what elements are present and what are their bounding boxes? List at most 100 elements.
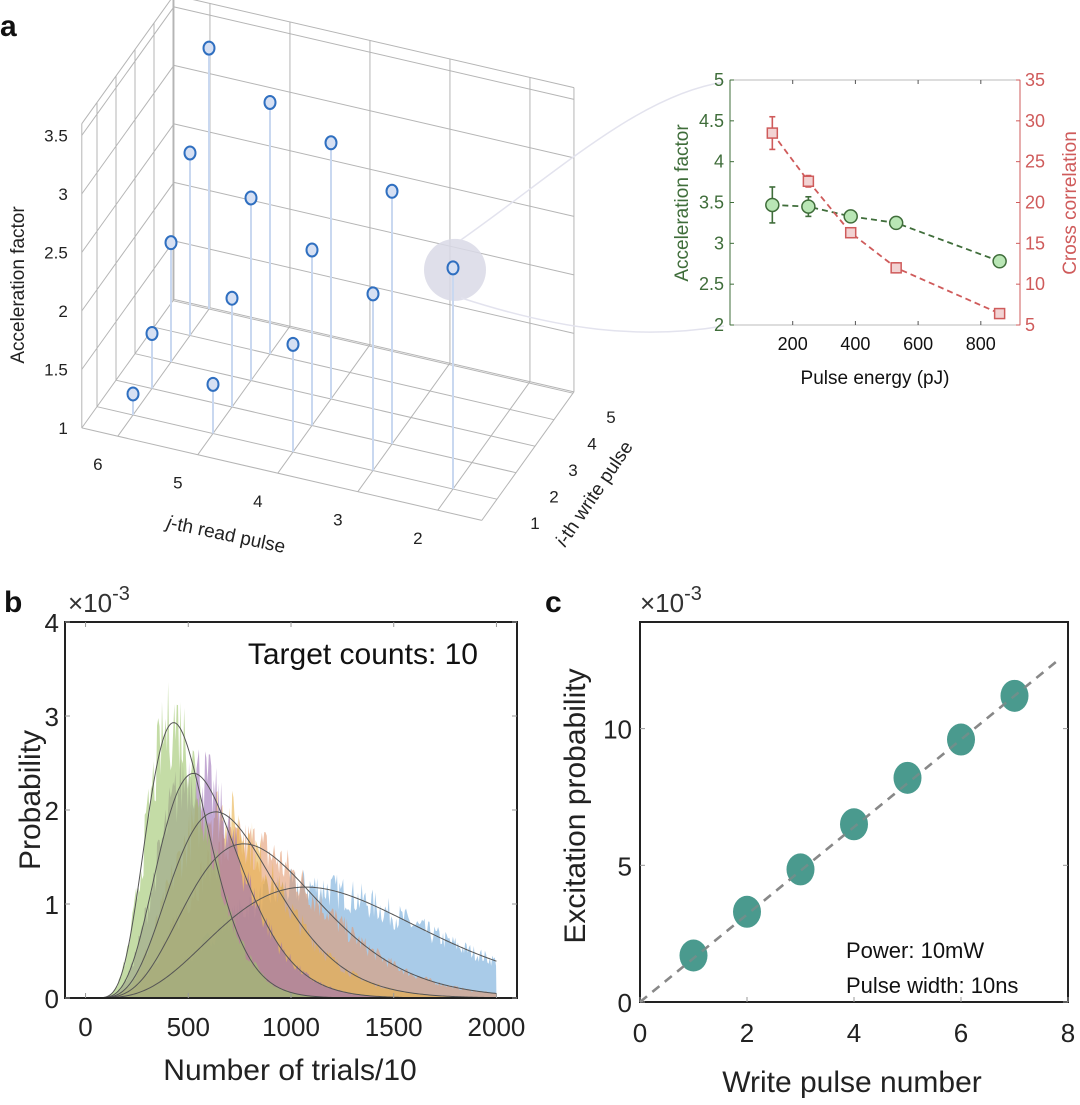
inset-x-label: Pulse energy (pJ) <box>801 368 950 389</box>
inset-marker-circle <box>801 199 816 214</box>
c-annotation-pulse-width: Pulse width: 10ns <box>846 973 1018 998</box>
c-x-label: Write pulse number <box>722 1066 982 1099</box>
b-exponent-label: ×10-3 <box>68 583 130 618</box>
inset-marker-square <box>993 307 1006 320</box>
c-exponent-label: ×10-3 <box>640 583 702 618</box>
stem-marker <box>183 145 197 161</box>
inset-marker-square <box>802 175 815 188</box>
inset-y-right-tick-label: 25 <box>1025 152 1045 172</box>
b-x-tick-label: 500 <box>167 1012 210 1042</box>
i-tick-label: 4 <box>587 435 596 454</box>
c-data-point <box>679 939 708 972</box>
inset-y-right-label: Cross correlation <box>1060 131 1080 275</box>
stem-marker <box>202 40 216 56</box>
inset-x-tick-label: 200 <box>778 334 808 354</box>
panel-label-c: c <box>545 586 562 619</box>
inset-y-left-tick-label: 2 <box>714 315 724 335</box>
i-axis-label: i-th write pulse <box>552 437 638 550</box>
panel-label-b: b <box>4 586 22 619</box>
c-data-point <box>893 761 922 794</box>
fit-curve-series-1 <box>85 886 497 999</box>
c-y-tick-label: 10 <box>603 715 632 745</box>
inset-marker-circle <box>765 197 780 213</box>
c-data-point <box>840 808 868 841</box>
panel-label-a: a <box>0 10 17 43</box>
c-fit-dashed-line-overlay <box>639 659 1059 1003</box>
panel-a-inset-chart: 200 400 600 800 2 2.5 3 3.5 4 4.5 5 5 10 15 20 25 30 35 P… <box>672 70 1080 389</box>
stem-marker <box>366 286 380 302</box>
b-y-tick-label: 3 <box>45 702 59 732</box>
z-tick-label: 3 <box>58 185 67 204</box>
i-axis-label-rest: -th write pulse <box>554 437 638 547</box>
b-x-tick-label: 1000 <box>262 1012 320 1042</box>
inset-marker-square <box>844 226 857 239</box>
inset-y-left-tick-label: 5 <box>714 70 724 90</box>
inset-y-left-label: Acceleration factor <box>672 124 693 282</box>
z-tick-label: 2.5 <box>44 243 68 262</box>
c-x-tick-label: 8 <box>1061 1018 1075 1048</box>
left-wall-grid-z <box>81 182 175 312</box>
c-annotation-power: Power: 10mW <box>846 938 984 963</box>
b-exponent-base: ×10 <box>68 588 112 618</box>
histogram-series <box>85 682 497 998</box>
back-wall-grid-z <box>173 181 575 276</box>
stem-marker <box>305 242 319 258</box>
j-tick-label: 4 <box>253 492 262 511</box>
b-y-tick-label: 4 <box>45 608 59 638</box>
inset-y-right-tick-label: 35 <box>1025 70 1045 90</box>
panel-c-scatter: 0 2 4 6 8 0 5 10 ×10-3 Power: 10mW Pulse width:… <box>559 583 1075 1099</box>
b-ticks: 0 500 1000 1500 2000 0 1 2 3 4 <box>45 608 526 1042</box>
b-y-tick-label: 2 <box>45 796 59 826</box>
floor-edge <box>481 391 575 521</box>
back-wall-grid-z <box>173 64 575 159</box>
c-y-tick-label: 0 <box>618 988 632 1018</box>
b-y-tick-label: 0 <box>45 984 59 1014</box>
fit-curve-series-3 <box>85 811 497 999</box>
inset-ticks: 200 400 600 800 2 2.5 3 3.5 4 4.5 5 5 10 15 20 25 30 35 <box>699 70 1045 354</box>
left-wall-grid-z <box>81 299 175 429</box>
stem-marker <box>145 326 159 342</box>
stem-marker <box>286 336 300 352</box>
c-exponent-base: ×10 <box>640 588 684 618</box>
c-x-tick-label: 4 <box>847 1018 861 1048</box>
z-tick-label: 1.5 <box>44 360 68 379</box>
i-tick-label: 3 <box>568 461 577 480</box>
i-tick-label: 5 <box>606 408 615 427</box>
c-x-tick-label: 2 <box>740 1018 754 1048</box>
floor-grid-j <box>357 362 451 492</box>
floor-grid-i <box>134 353 536 447</box>
connector-curve-top <box>460 81 725 241</box>
inset-marker-square <box>766 127 779 139</box>
inset-y-left-tick-label: 4.5 <box>699 111 724 131</box>
inset-x-tick-label: 400 <box>840 334 870 354</box>
j-axis-label-rest: -th read pulse <box>169 513 287 558</box>
stem-marker <box>385 183 399 199</box>
inset-marker-square <box>890 262 902 274</box>
i-tick-label: 1 <box>530 514 539 533</box>
floor-grid-j <box>117 307 211 437</box>
stem-marker <box>244 190 258 206</box>
inset-y-right-tick-label: 10 <box>1025 274 1045 294</box>
j-tick-label: 2 <box>413 529 422 548</box>
3d-grid <box>81 0 575 521</box>
floor-grid-i <box>96 406 498 500</box>
b-x-tick-label: 2000 <box>468 1012 526 1042</box>
left-wall-grid-z <box>81 240 175 370</box>
inset-series <box>765 115 1007 320</box>
inset-y-right-tick-label: 20 <box>1025 193 1045 213</box>
b-y-label: Probability <box>14 730 47 870</box>
c-y-tick-label: 5 <box>618 851 632 881</box>
stem-marker <box>164 235 178 251</box>
stem-marker <box>263 94 277 110</box>
inset-y-right-tick-label: 15 <box>1025 233 1045 253</box>
z-tick-label: 3.5 <box>44 126 68 145</box>
inset-y-right-tick-label: 30 <box>1025 111 1045 131</box>
c-x-tick-label: 0 <box>633 1018 647 1048</box>
left-wall-grid-z <box>81 6 175 136</box>
stem-marker <box>206 376 220 392</box>
j-tick-label: 3 <box>333 511 342 530</box>
inset-y-left-tick-label: 2.5 <box>699 274 724 294</box>
stem-marker <box>446 260 460 276</box>
